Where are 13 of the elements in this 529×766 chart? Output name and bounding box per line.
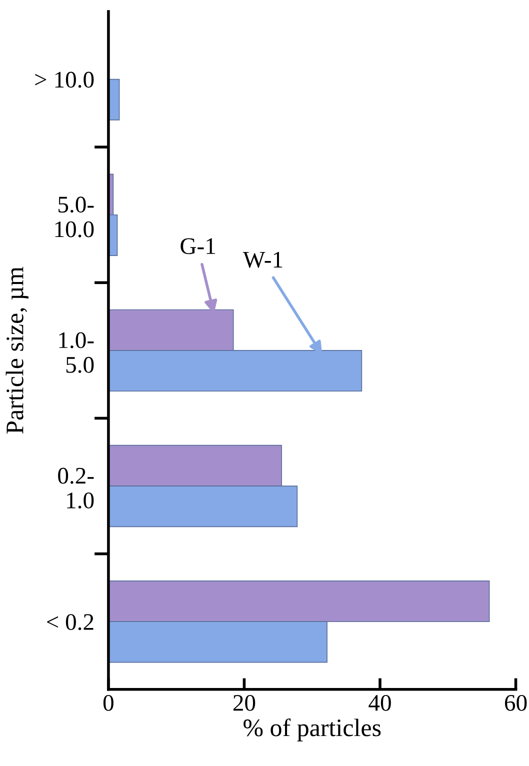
text: G-1 (180, 238, 215, 254)
y-tick-label: > 10.0 (35, 72, 94, 88)
y-axis-title: Particle size, µm (6, 266, 28, 434)
x-tick-label: 0 (103, 694, 114, 711)
x-tick-label: 60 (504, 694, 527, 711)
y-tick-label: 5.0- 10.0 (55, 196, 94, 238)
x-tick-label: 20 (233, 694, 256, 711)
x-tick-label: 40 (368, 694, 391, 711)
text: W-1 (242, 252, 282, 268)
y-tick-label: < 0.2 (47, 614, 94, 630)
y-tick-label: 1.0- 5.0 (59, 332, 94, 373)
y-tick-label: 0.2- 1.0 (58, 468, 94, 509)
x-axis-title: % of particles (244, 718, 381, 742)
